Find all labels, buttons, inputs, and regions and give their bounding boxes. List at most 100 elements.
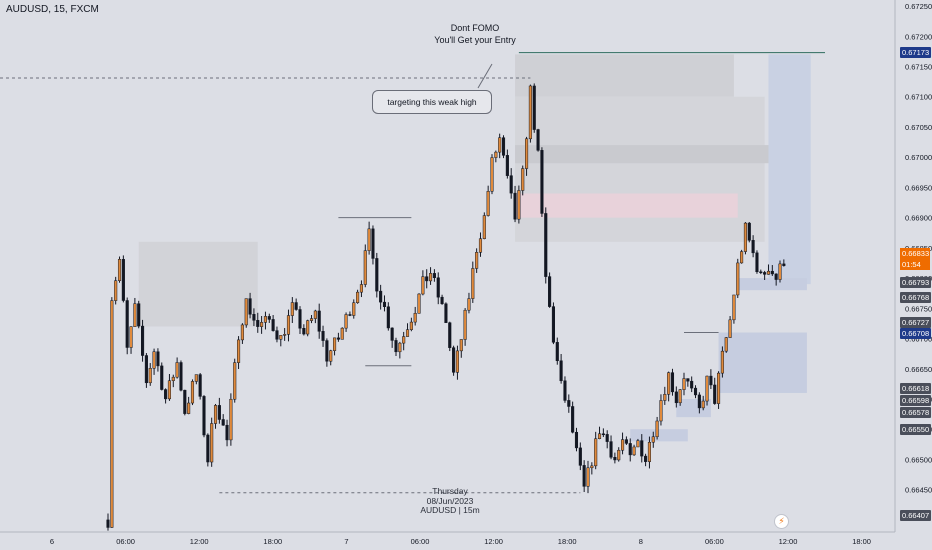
- candle-body: [348, 314, 352, 316]
- candle-body: [478, 238, 483, 253]
- candle-body: [670, 372, 675, 393]
- candle-body: [697, 394, 701, 409]
- price-label: 0.66618: [900, 382, 932, 394]
- y-tick-label: 0.66700: [905, 335, 932, 344]
- candle-body: [448, 322, 452, 348]
- candle-body: [194, 374, 198, 382]
- candle-body: [133, 303, 137, 327]
- candle-body: [751, 240, 755, 254]
- candle-body: [713, 384, 717, 404]
- premium-zone: [515, 193, 738, 218]
- candle-body: [167, 380, 171, 400]
- candle-body: [125, 300, 129, 348]
- candle-body: [640, 440, 644, 457]
- candle-body: [183, 389, 187, 414]
- candle-body: [720, 350, 724, 374]
- candle-body: [344, 314, 348, 329]
- candle-body: [590, 465, 594, 469]
- candle-body: [655, 420, 659, 438]
- candle-body: [498, 137, 502, 153]
- candle-body: [356, 291, 360, 303]
- symbol-header: AUDUSD, 15, FXCM: [6, 4, 99, 15]
- price-label: 0.66598: [900, 394, 932, 406]
- candle-body: [559, 360, 563, 382]
- candle-body: [256, 320, 260, 327]
- candle-body: [375, 258, 379, 292]
- candle-body: [425, 276, 429, 282]
- current-price-value: 0.66833: [902, 249, 930, 258]
- candle-body: [221, 419, 225, 426]
- candle-body: [229, 398, 233, 441]
- candle-body: [148, 368, 152, 384]
- entry-zone: [737, 278, 807, 291]
- candle-body: [528, 85, 532, 140]
- candles-layer: [106, 83, 786, 531]
- candle-body: [160, 365, 164, 390]
- candle-body: [467, 298, 471, 311]
- candle-body: [271, 319, 275, 331]
- candle-body: [298, 309, 302, 329]
- candle-body: [141, 325, 145, 356]
- candle-body: [283, 334, 287, 336]
- candle-body: [325, 340, 329, 362]
- candle-body: [501, 137, 506, 156]
- x-tick-label: 8: [639, 537, 643, 546]
- price-axis: 0.664500.665000.665500.666000.666500.667…: [894, 0, 932, 550]
- candle-body: [609, 441, 613, 458]
- candle-body: [110, 300, 114, 528]
- x-tick-label: 12:00: [190, 537, 209, 546]
- candle-body: [563, 380, 567, 401]
- supply-zone: [515, 145, 773, 164]
- y-tick-label: 0.67100: [905, 93, 932, 102]
- price-label: 0.67173: [900, 47, 932, 59]
- candle-body: [409, 321, 413, 330]
- candle-body: [275, 330, 279, 340]
- time-axis: 6 06:00 12:00 18:00 7 06:00 12:00 18:00 8 06:00 12…: [0, 531, 895, 546]
- candle-body: [309, 318, 314, 321]
- candle-body: [294, 302, 298, 310]
- candle-body: [601, 433, 605, 436]
- candle-body: [659, 400, 663, 422]
- candle-body: [636, 440, 640, 448]
- y-tick-label: 0.67050: [905, 123, 932, 132]
- candle-body: [582, 465, 586, 487]
- candle-body: [129, 326, 133, 348]
- candle-body: [210, 423, 214, 463]
- candle-body: [594, 438, 598, 467]
- y-tick-label: 0.66450: [905, 486, 932, 495]
- callout-pointer: [477, 63, 493, 89]
- current-price-label: 0.66833 01:54: [900, 248, 930, 270]
- x-tick-label: 18:00: [263, 537, 282, 546]
- lightning-icon[interactable]: ⚡: [774, 514, 789, 529]
- candle-body: [313, 310, 317, 319]
- demand-zone: [630, 429, 688, 442]
- candle-body: [521, 168, 525, 191]
- candle-body: [329, 350, 333, 362]
- candle-body: [682, 378, 686, 390]
- candle-body: [578, 447, 582, 466]
- x-tick-label: 18:00: [558, 537, 577, 546]
- y-tick-label: 0.66900: [905, 214, 932, 223]
- candle-body: [782, 263, 786, 266]
- y-tick-label: 0.67200: [905, 32, 932, 41]
- chart-watermark: Thursday 08/Jun/2023 AUDUSD | 15m: [420, 486, 480, 515]
- candle-body: [413, 313, 417, 323]
- candle-body: [674, 391, 678, 404]
- candle-body: [517, 190, 521, 220]
- chart-lines: [0, 52, 825, 494]
- candle-body: [164, 389, 168, 400]
- x-tick-label: 06:00: [705, 537, 724, 546]
- candle-body: [536, 129, 540, 151]
- candle-body: [486, 191, 490, 216]
- candle-body: [505, 155, 509, 176]
- candle-body: [759, 271, 763, 274]
- candle-body: [548, 276, 552, 307]
- candle-body: [225, 424, 229, 441]
- candle-body: [540, 150, 544, 214]
- candle-body: [732, 294, 736, 321]
- y-tick-label: 0.66500: [905, 455, 932, 464]
- candle-body: [352, 302, 356, 316]
- candle-body: [429, 273, 433, 282]
- price-label: 0.66578: [900, 406, 932, 418]
